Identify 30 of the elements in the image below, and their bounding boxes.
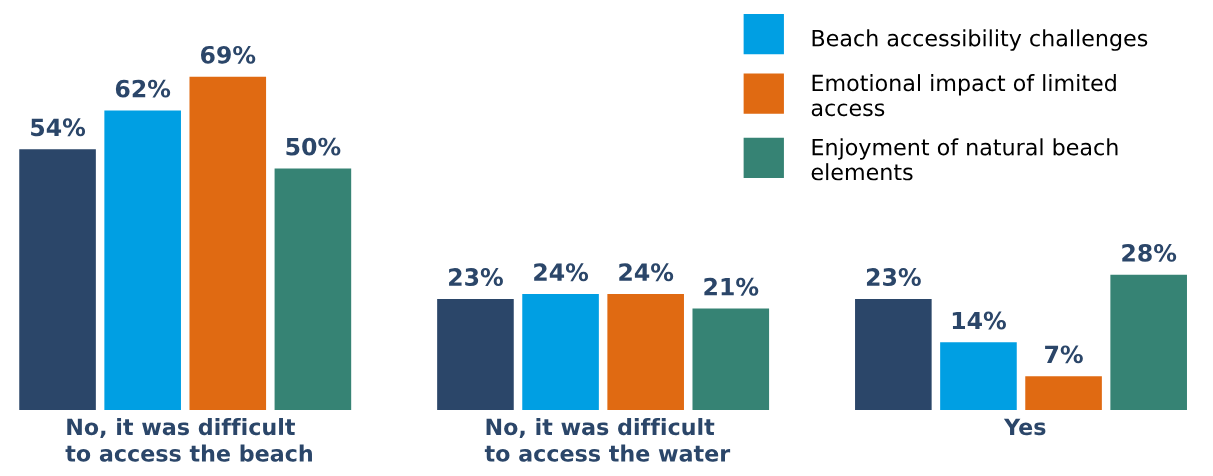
data-label: 28% bbox=[1122, 243, 1177, 262]
x-tick-label: No, it was difficult to access the beach bbox=[65, 418, 312, 462]
bar bbox=[189, 76, 267, 410]
bar bbox=[855, 298, 932, 410]
legend-label: Enjoyment of natural beach elements bbox=[811, 138, 1118, 181]
data-label: 7% bbox=[1045, 345, 1083, 364]
legend-label: Beach accessibility challenges bbox=[812, 29, 1148, 51]
data-label: 14% bbox=[952, 311, 1006, 330]
data-label: 23% bbox=[449, 268, 503, 286]
bar bbox=[1025, 376, 1102, 410]
data-label: 21% bbox=[704, 277, 759, 296]
data-label: 24% bbox=[534, 263, 589, 282]
bar bbox=[692, 308, 770, 410]
bar bbox=[437, 298, 514, 410]
data-label: 54% bbox=[31, 118, 86, 137]
bar bbox=[19, 149, 96, 410]
x-tick-label: Yes bbox=[1003, 418, 1046, 436]
data-label: 62% bbox=[115, 79, 171, 98]
bar bbox=[940, 342, 1017, 410]
bar bbox=[274, 168, 352, 410]
bar bbox=[1110, 274, 1187, 410]
x-tick-label: No, it was difficult to access the water bbox=[484, 418, 731, 462]
legend-label: Emotional impact of limited access bbox=[811, 74, 1116, 117]
bar bbox=[607, 294, 684, 410]
bar bbox=[104, 110, 181, 410]
data-label: 50% bbox=[286, 137, 341, 156]
data-label: 24% bbox=[619, 263, 674, 282]
data-label: 69% bbox=[200, 45, 256, 64]
data-label: 23% bbox=[866, 268, 921, 286]
bar bbox=[522, 294, 599, 410]
